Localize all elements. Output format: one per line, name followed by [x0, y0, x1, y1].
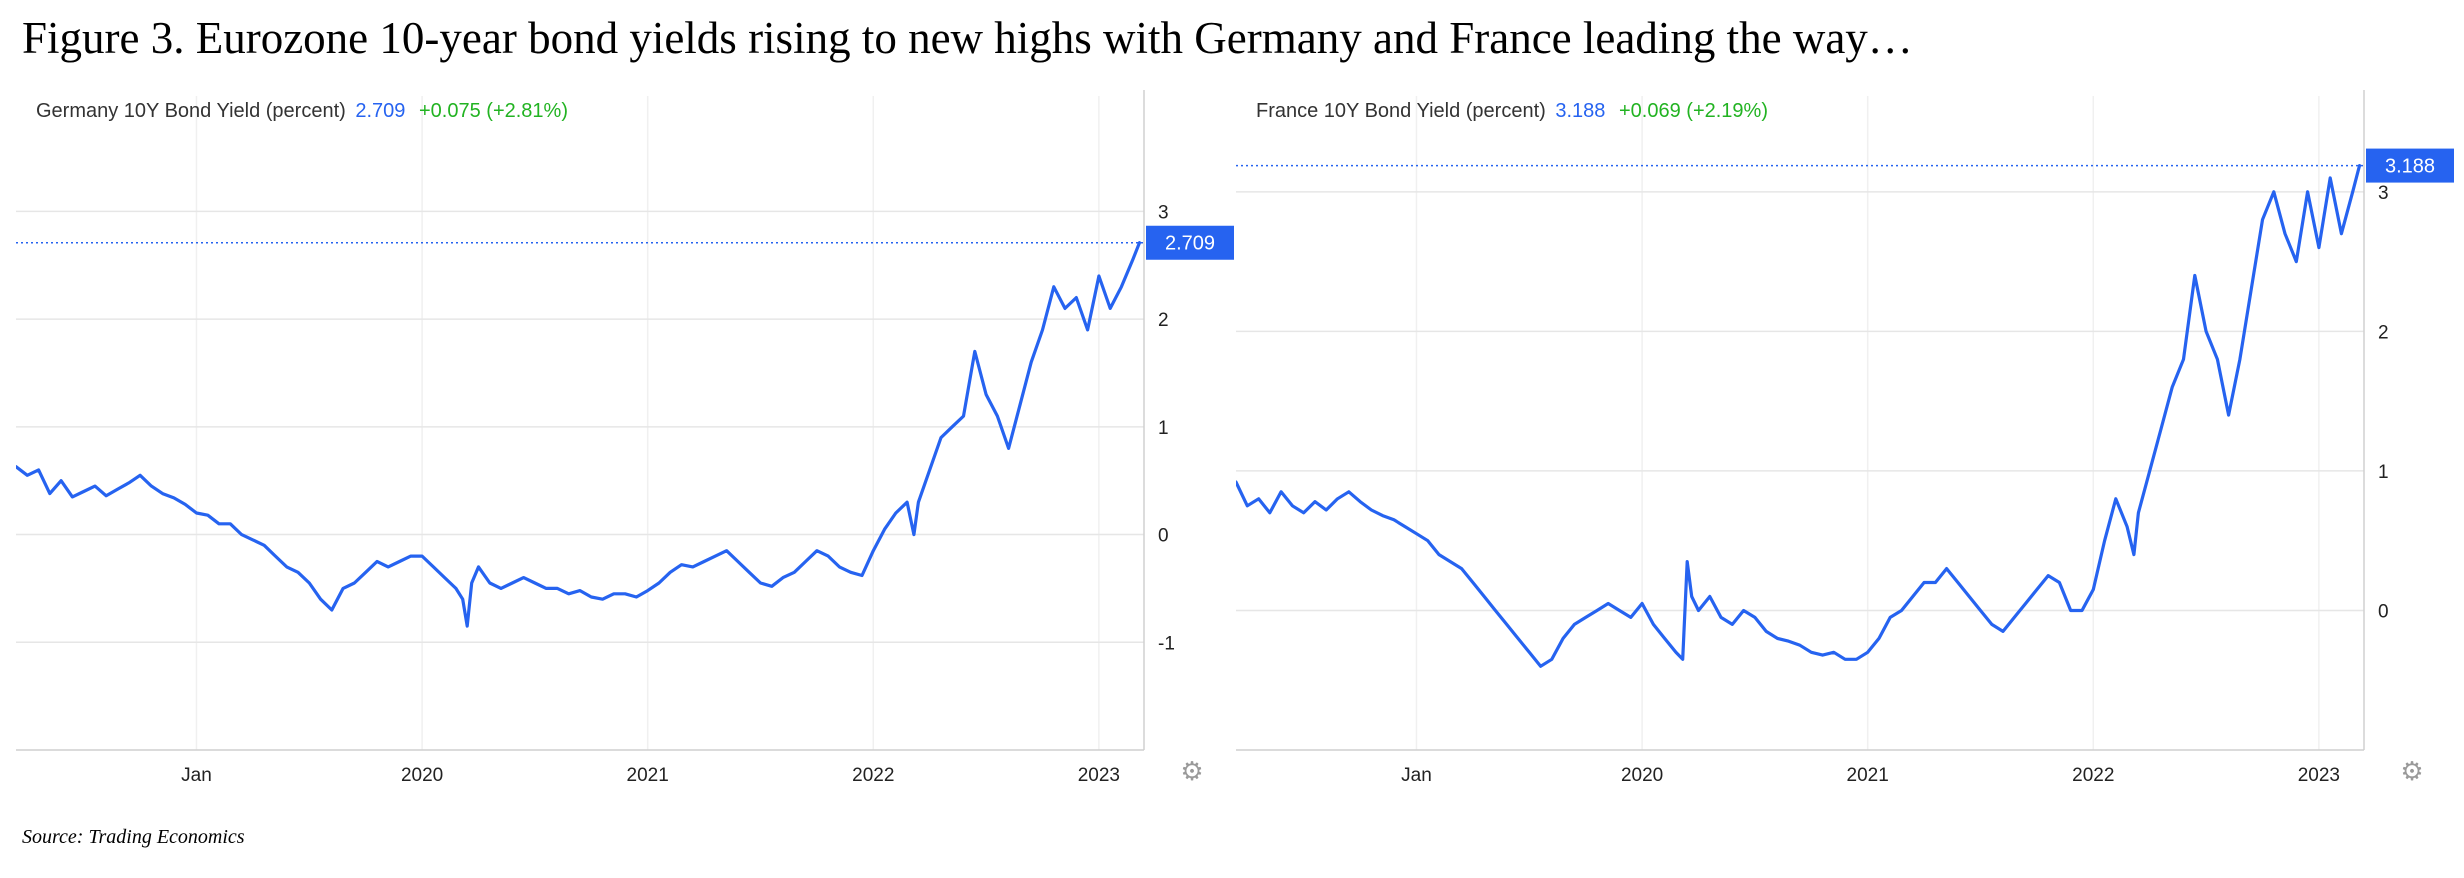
france-y-tick-label: 3 — [2378, 183, 2389, 204]
figure-title: Figure 3. Eurozone 10-year bond yields r… — [22, 13, 1913, 63]
france-last-value-label: 3.188 — [2385, 156, 2435, 178]
germany-y-tick-label: 1 — [1158, 418, 1169, 439]
france-chart-header: France 10Y Bond Yield (percent) 3.188 +0… — [1256, 100, 1768, 123]
france-chart-panel: 0 1 2 3 Jan 2020 2021 2022 2023 3.188 France 10Y … — [1236, 90, 2456, 800]
france-x-tick-label: 2021 — [1847, 765, 1889, 786]
germany-last-value-label: 2.709 — [1165, 233, 1215, 255]
germany-y-tick-label: 3 — [1158, 202, 1169, 223]
germany-chart-panel: -1 0 1 2 3 Jan 2020 2021 2022 2023 2.709 Germany 1… — [16, 90, 1236, 800]
france-x-tick-label: 2022 — [2072, 765, 2114, 786]
france-x-tick-label: 2023 — [2298, 765, 2340, 786]
france-last-value: 3.188 — [1555, 100, 1606, 122]
france-chart: 0 1 2 3 Jan 2020 2021 2022 2023 3.188 — [1236, 90, 2454, 786]
germany-chart-header: Germany 10Y Bond Yield (percent) 2.709 +… — [36, 100, 568, 123]
france-last-value-label-bg — [2366, 148, 2454, 183]
france-x-tick-label: 2020 — [1621, 765, 1663, 786]
france-y-tick-label: 2 — [2378, 322, 2389, 343]
germany-change: +0.075 (+2.81%) — [419, 100, 568, 122]
germany-y-tick-label: 2 — [1158, 310, 1169, 331]
germany-y-tick-label: -1 — [1158, 633, 1175, 654]
germany-x-tick-label: 2022 — [852, 765, 894, 786]
germany-x-tick-label: 2023 — [1078, 765, 1120, 786]
germany-chart-title: Germany 10Y Bond Yield (percent) — [36, 100, 346, 122]
france-y-tick-label: 1 — [2378, 462, 2389, 483]
germany-last-value: 2.709 — [355, 100, 406, 122]
france-change: +0.069 (+2.19%) — [1619, 100, 1768, 122]
germany-x-tick-label: 2020 — [401, 765, 443, 786]
germany-chart: -1 0 1 2 3 Jan 2020 2021 2022 2023 2.709 — [16, 90, 1234, 786]
germany-y-tick-label: 0 — [1158, 526, 1169, 547]
germany-x-tick-label: Jan — [181, 765, 212, 786]
france-chart-title: France 10Y Bond Yield (percent) — [1256, 100, 1546, 122]
gear-icon[interactable]: ⚙ — [1180, 757, 1204, 787]
france-yield-line — [1236, 163, 2362, 668]
source-note: Source: Trading Economics — [22, 826, 245, 848]
france-y-tick-label: 0 — [2378, 601, 2389, 622]
germany-last-value-label-bg — [1146, 225, 1234, 260]
germany-yield-line — [16, 241, 1142, 628]
germany-x-tick-label: 2021 — [627, 765, 669, 786]
france-x-tick-label: Jan — [1401, 765, 1432, 786]
gear-icon[interactable]: ⚙ — [2400, 757, 2424, 787]
